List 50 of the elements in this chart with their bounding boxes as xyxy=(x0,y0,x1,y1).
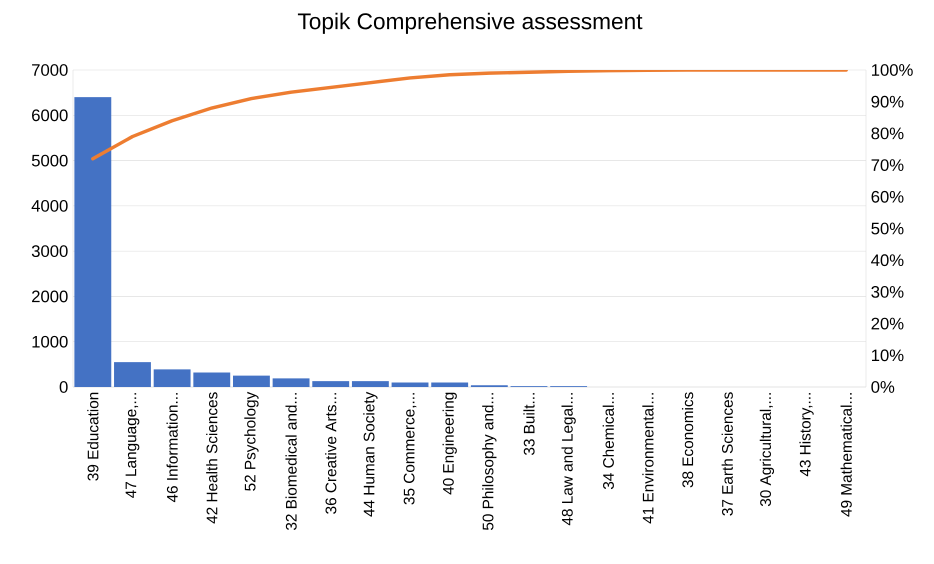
x-tick-label: 30 Agricultural,... xyxy=(760,393,774,506)
x-tick-label: 43 History,... xyxy=(799,393,814,476)
y2-tick-label: 70% xyxy=(872,159,904,171)
y2-tick-label: 40% xyxy=(871,254,904,266)
x-tick-label: 40 Engineering xyxy=(442,392,457,495)
bar xyxy=(312,381,350,387)
bar xyxy=(193,372,230,387)
y2-tick-label: 60% xyxy=(872,190,904,203)
y-tick-label: 1000 xyxy=(32,336,68,348)
y-tick-label: 7000 xyxy=(32,64,68,76)
y2-tick-label: 0% xyxy=(871,381,894,393)
x-tick-label: 42 Health Sciences xyxy=(206,392,218,524)
x-tick-label: 49 Mathematical... xyxy=(840,393,852,517)
bar xyxy=(392,382,428,387)
y2-tick-label: 90% xyxy=(871,96,904,108)
bar xyxy=(352,381,389,387)
chart-title: Topik Comprehensive assessment xyxy=(298,12,642,34)
y-tick-label: 2000 xyxy=(32,290,68,302)
x-tick-label: 37 Earth Sciences xyxy=(722,392,733,516)
x-tick-label: 52 Psychology xyxy=(244,392,259,491)
x-tick-label: 46 Information... xyxy=(166,393,178,502)
y-tick-label: 5000 xyxy=(32,154,68,166)
x-tick-label: 44 Human Society xyxy=(363,392,378,517)
y-tick-label: 0 xyxy=(60,381,68,393)
x-tick-label: 39 Education xyxy=(87,392,98,481)
x-tick-label: 48 Law and Legal... xyxy=(561,393,576,526)
y-tick-label: 4000 xyxy=(32,200,68,212)
bar xyxy=(154,369,191,387)
x-tick-label: 32 Biomedical and... xyxy=(285,393,297,530)
y2-tick-label: 50% xyxy=(871,222,904,234)
bar xyxy=(114,362,151,387)
x-tick-label: 35 Commerce,... xyxy=(404,393,416,504)
y-tick-label: 6000 xyxy=(32,109,68,122)
bar xyxy=(431,382,468,387)
bar xyxy=(272,378,310,387)
y-tick-label: 3000 xyxy=(32,245,68,258)
x-tick-label: 38 Economics xyxy=(682,392,694,488)
y2-tick-label: 30% xyxy=(871,286,904,298)
x-tick-label: 47 Language,... xyxy=(126,393,140,498)
y2-tick-label: 10% xyxy=(872,349,904,362)
y2-tick-label: 20% xyxy=(872,318,904,330)
y2-tick-label: 100% xyxy=(872,64,913,76)
y2-tick-label: 80% xyxy=(871,128,904,140)
x-tick-label: 33 Built... xyxy=(523,393,535,456)
bar xyxy=(232,376,270,387)
x-tick-label: 41 Environmental... xyxy=(642,393,654,524)
bar xyxy=(74,97,112,387)
x-tick-label: 34 Chemical... xyxy=(602,393,614,490)
x-tick-label: 50 Philosophy and... xyxy=(482,393,496,530)
x-tick-label: 36 Creative Arts... xyxy=(325,393,336,514)
